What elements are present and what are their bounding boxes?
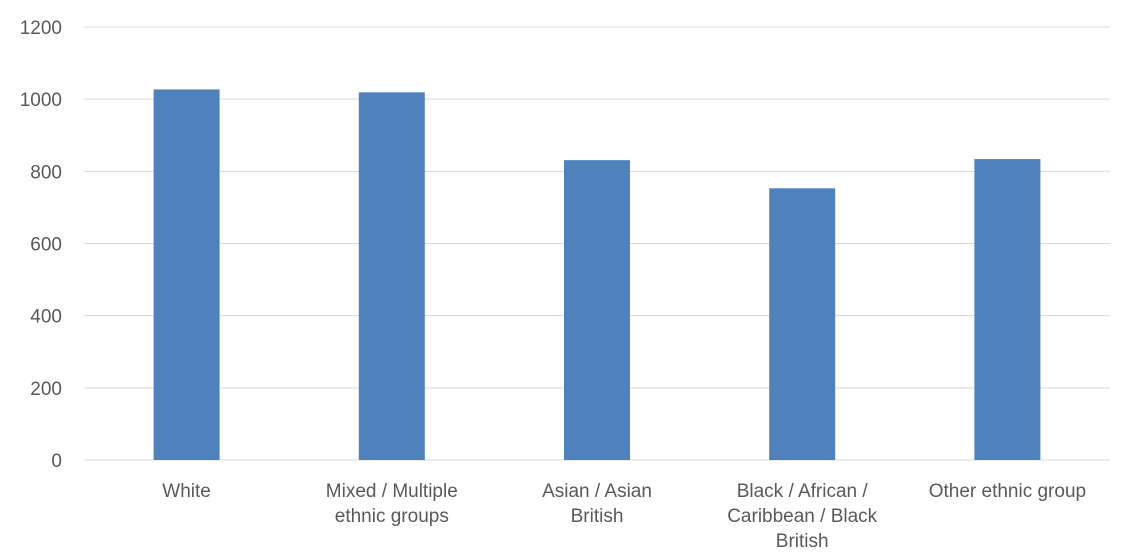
y-tick-label: 600 bbox=[30, 235, 62, 256]
bar-1 bbox=[358, 92, 425, 460]
y-tick-label: 1000 bbox=[20, 90, 62, 111]
x-category-label: Mixed / Multiple ethnic groups bbox=[326, 481, 458, 527]
bar-2 bbox=[564, 160, 630, 460]
y-tick-label: 800 bbox=[30, 162, 62, 183]
y-axis-tick-labels: 0 200 400 600 800 1000 1200 bbox=[20, 18, 62, 472]
y-tick-label: 200 bbox=[30, 379, 62, 400]
bar-0 bbox=[153, 89, 220, 460]
bar-4 bbox=[974, 159, 1041, 460]
x-category-label: Asian / Asian British bbox=[542, 481, 652, 527]
y-tick-label: 400 bbox=[30, 307, 62, 328]
x-category-label: Black / African / Caribbean / Black Britis… bbox=[727, 481, 877, 552]
y-tick-label: 1200 bbox=[20, 18, 62, 39]
x-category-label: White bbox=[162, 481, 211, 502]
x-axis-category-labels: White Mixed / Multiple ethnic groups Asian … bbox=[162, 481, 1086, 552]
bar-3 bbox=[769, 188, 836, 461]
y-tick-label: 0 bbox=[51, 451, 62, 472]
x-category-label: Other ethnic group bbox=[929, 481, 1086, 502]
bars bbox=[153, 89, 1041, 461]
